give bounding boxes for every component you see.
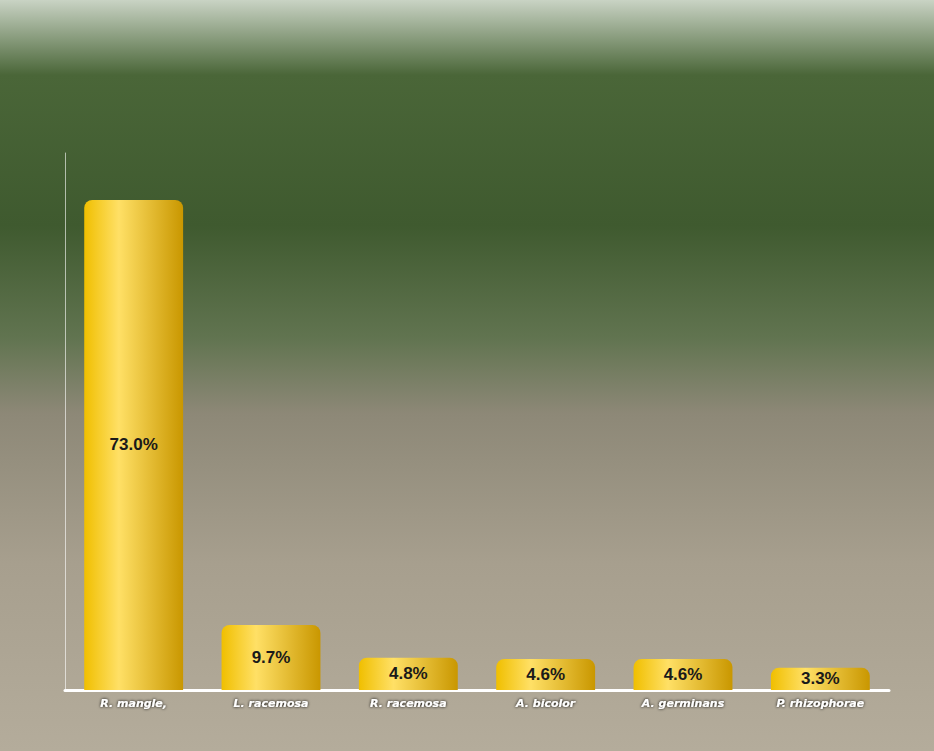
svg-text:4.8%: 4.8%: [389, 664, 428, 683]
svg-text:4.6%: 4.6%: [526, 665, 565, 684]
svg-text:L. racemosa: L. racemosa: [234, 697, 309, 710]
svg-text:4.6%: 4.6%: [664, 665, 703, 684]
svg-text:73.0%: 73.0%: [110, 435, 158, 454]
svg-text:9.7%: 9.7%: [252, 648, 291, 667]
svg-text:3.3%: 3.3%: [801, 669, 840, 688]
svg-text:R. racemosa: R. racemosa: [370, 697, 447, 710]
svg-text:A. bicolor: A. bicolor: [515, 697, 576, 710]
svg-text:A. germinans: A. germinans: [641, 697, 725, 710]
svg-text:P. rhizophorae: P. rhizophorae: [776, 697, 864, 710]
svg-text:R. mangle,: R. mangle,: [100, 697, 167, 710]
